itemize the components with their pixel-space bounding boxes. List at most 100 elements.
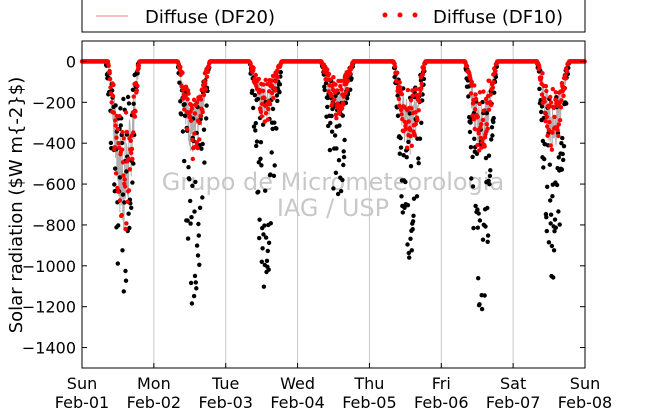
series-marker-diffuse-df10 [473, 107, 478, 112]
series-marker-diffuse-df10 [487, 78, 492, 84]
series-marker-diffuse-df10 [477, 90, 483, 95]
series-marker-diffuse-df10 [113, 171, 119, 176]
series-marker-total [403, 179, 408, 185]
series-marker-total [254, 143, 259, 149]
series-marker-total [469, 176, 474, 181]
series-marker-diffuse-df10 [273, 79, 279, 84]
series-marker-total [336, 158, 342, 163]
series-marker-diffuse-df10 [130, 156, 135, 162]
series-marker-total [475, 207, 480, 212]
series-marker-total [410, 227, 415, 232]
series-marker-diffuse-df10 [549, 147, 555, 152]
series-marker-diffuse-df10 [335, 88, 340, 93]
series-marker-diffuse-df10 [253, 72, 258, 78]
series-marker-diffuse-df10 [124, 129, 129, 135]
series-marker-total [470, 154, 475, 160]
series-marker-total [550, 194, 555, 199]
series-marker-total [117, 175, 123, 180]
series-marker-total [271, 173, 277, 178]
series-marker-total [256, 189, 261, 194]
x-tick-label-date: Feb-05 [342, 393, 396, 409]
series-marker-total [177, 80, 182, 85]
series-marker-total [131, 161, 136, 166]
legend-frame [81, 0, 586, 33]
series-marker-diffuse-df10 [134, 88, 139, 93]
series-marker-diffuse-df10 [131, 130, 136, 135]
watermark: Grupo de Micrometeorologia IAG / USP [162, 168, 504, 222]
series-marker-total [259, 259, 264, 264]
series-marker-diffuse-df10 [132, 114, 138, 119]
y-tick-label: −800 [32, 216, 76, 235]
series-marker-total [468, 145, 474, 150]
series-marker-total [185, 236, 191, 241]
series-marker-diffuse-df10 [478, 125, 483, 130]
series-marker-diffuse-df10 [540, 71, 545, 76]
series-marker-total [204, 103, 209, 108]
series-marker-diffuse-df10 [198, 113, 203, 119]
series-marker-diffuse-df10 [120, 130, 125, 135]
series-marker-total [112, 182, 117, 187]
series-marker-diffuse-df10 [263, 77, 268, 83]
series-marker-total [406, 139, 411, 145]
series-marker-total [195, 253, 201, 258]
series-marker-diffuse-df10 [260, 88, 266, 94]
series-marker-diffuse-df10 [109, 100, 114, 105]
series-marker-diffuse-df10 [116, 189, 121, 194]
series-marker-diffuse-df10 [345, 86, 350, 92]
series-marker-diffuse-df10 [112, 145, 118, 150]
series-marker-total [419, 120, 424, 126]
series-marker-diffuse-df10 [273, 88, 278, 93]
series-marker-total [121, 96, 126, 102]
series-marker-total [541, 165, 546, 170]
series-marker-total [476, 276, 481, 281]
series-marker-diffuse-df10 [341, 102, 346, 107]
series-marker-total [113, 166, 118, 171]
series-marker-total [123, 278, 129, 283]
series-marker-total [408, 164, 414, 169]
series-marker-diffuse-df10 [480, 117, 486, 123]
series-marker-diffuse-df10 [275, 68, 280, 73]
series-marker-diffuse-df10 [406, 119, 411, 124]
series-marker-total [256, 160, 261, 165]
series-marker-diffuse-df10 [333, 82, 338, 87]
series-marker-total [337, 123, 342, 128]
series-marker-total [548, 212, 554, 217]
series-marker-total [112, 189, 118, 194]
series-marker-total [411, 196, 417, 201]
series-marker-diffuse-df10 [484, 122, 489, 127]
series-marker-total [487, 173, 493, 179]
series-marker-total [333, 170, 339, 175]
legend-label-series-1: Diffuse (DF20) [145, 7, 275, 28]
series-marker-total [468, 120, 473, 125]
x-tick-label-date: Feb-06 [414, 393, 468, 409]
series-marker-total [406, 250, 411, 256]
series-marker-diffuse-df10 [345, 78, 351, 84]
series-marker-diffuse-df10 [473, 96, 479, 102]
series-marker-total [254, 139, 260, 144]
series-marker-total [407, 255, 412, 260]
series-marker-total [179, 112, 184, 117]
series-marker-total [120, 192, 126, 197]
series-marker-total [398, 145, 404, 150]
series-marker-total [349, 76, 354, 81]
series-marker-total [126, 101, 132, 106]
series-marker-diffuse-df10 [107, 68, 112, 74]
series-marker-total [404, 155, 409, 160]
series-marker-total [474, 151, 480, 156]
series-marker-total [187, 177, 192, 182]
series-marker-total [484, 111, 489, 116]
series-marker-diffuse-df10 [412, 133, 417, 138]
series-marker-total [197, 205, 203, 210]
series-marker-diffuse-df10 [472, 126, 477, 132]
series-marker-diffuse-df10 [542, 99, 547, 104]
x-tick-label-day: Tue [211, 374, 239, 393]
series-marker-total [202, 160, 207, 165]
series-marker-total [466, 94, 471, 99]
series-marker-diffuse-df10 [493, 68, 498, 74]
series-marker-diffuse-df10 [120, 160, 126, 165]
series-marker-total [407, 111, 412, 116]
series-marker-diffuse-df10 [470, 113, 475, 118]
series-marker-diffuse-df10 [271, 96, 276, 101]
series-marker-total [201, 127, 207, 132]
series-marker-diffuse-df10 [129, 146, 135, 152]
